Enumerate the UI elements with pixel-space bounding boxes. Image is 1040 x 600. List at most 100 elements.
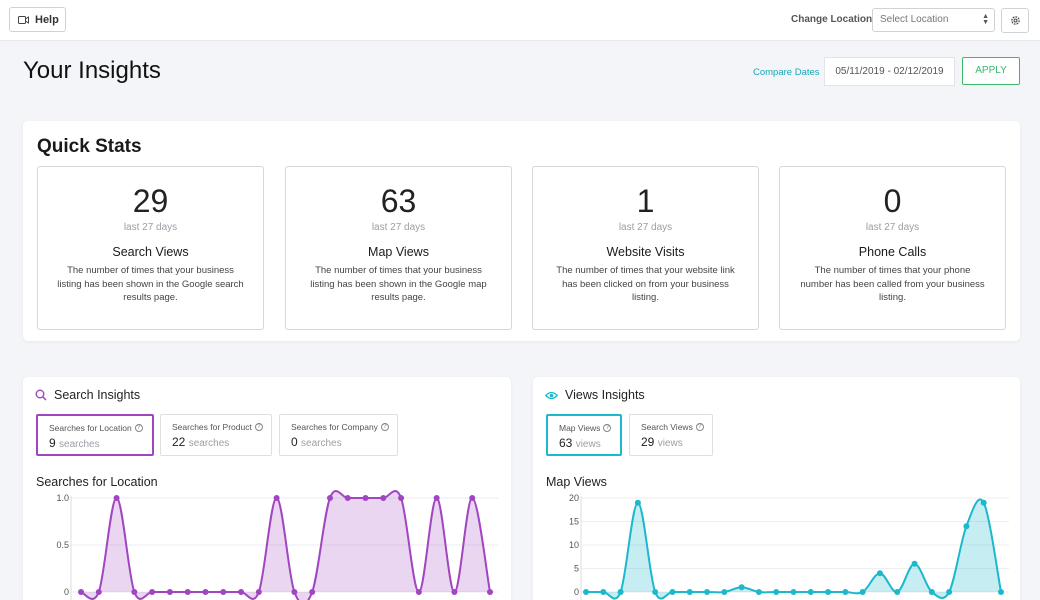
data-point[interactable] — [95, 589, 102, 595]
data-point[interactable] — [415, 589, 422, 595]
stat-card-phone-calls: 0 last 27 days Phone Calls The number of… — [779, 166, 1006, 330]
data-point[interactable] — [220, 589, 227, 595]
data-point[interactable] — [790, 589, 797, 595]
chart-title: Searches for Location — [36, 475, 158, 489]
y-tick-label: 15 — [569, 517, 579, 527]
data-point[interactable] — [149, 589, 156, 595]
data-point[interactable] — [273, 495, 280, 501]
quick-stats-card: Quick Stats 29 last 27 days Search Views… — [23, 121, 1020, 341]
views-insights-title: Views Insights — [565, 388, 645, 402]
data-point[interactable] — [652, 589, 659, 595]
search-insights-title: Search Insights — [54, 388, 141, 402]
stat-description: The number of times that your business l… — [310, 265, 487, 303]
stat-card-website-visits: 1 last 27 days Website Visits The number… — [532, 166, 759, 330]
tab-label: Searches for Location? — [49, 423, 152, 433]
data-point[interactable] — [131, 589, 138, 595]
apply-button[interactable]: APPLY — [962, 57, 1020, 85]
stat-period: last 27 days — [618, 222, 673, 233]
search-icon — [35, 389, 47, 401]
data-point[interactable] — [380, 495, 387, 501]
tab-searches-for-location[interactable]: Searches for Location? 9 searches — [36, 414, 154, 456]
data-point[interactable] — [859, 589, 866, 595]
data-point[interactable] — [583, 589, 589, 595]
data-point[interactable] — [825, 589, 832, 595]
data-point[interactable] — [398, 495, 405, 501]
y-tick-label: 10 — [569, 540, 579, 550]
data-point[interactable] — [946, 589, 953, 595]
help-circle-icon: ? — [695, 423, 704, 431]
stat-value: 63 — [380, 183, 417, 219]
select-arrows-icon: ▲ ▼ — [982, 13, 989, 26]
stat-value: 0 — [883, 183, 902, 219]
data-point[interactable] — [362, 495, 369, 501]
data-point[interactable] — [911, 560, 918, 567]
data-point[interactable] — [894, 589, 901, 595]
help-circle-icon: ? — [134, 424, 143, 432]
stat-description: The number of times that your business l… — [57, 265, 244, 303]
quick-stats-title: Quick Stats — [37, 136, 142, 157]
data-point[interactable] — [686, 589, 693, 595]
eye-icon — [545, 391, 558, 399]
data-point[interactable] — [309, 589, 316, 595]
help-circle-icon: ? — [380, 423, 389, 431]
tab-label: Search Views? — [641, 422, 712, 432]
data-point[interactable] — [113, 495, 120, 501]
data-point[interactable] — [344, 495, 351, 501]
tab-label: Searches for Company? — [291, 422, 397, 432]
data-point[interactable] — [963, 523, 970, 530]
searches-for-location-chart: 0 0.5 1.0 — [56, 490, 498, 600]
data-point[interactable] — [166, 589, 173, 595]
data-point[interactable] — [184, 589, 191, 595]
stat-label: Phone Calls — [858, 245, 927, 259]
tab-label: Searches for Product? — [172, 422, 271, 432]
settings-button[interactable] — [1001, 8, 1029, 33]
y-tick-label: 0.5 — [56, 540, 69, 550]
stat-description: The number of times that your phone numb… — [800, 265, 985, 303]
data-point[interactable] — [928, 589, 935, 595]
data-point[interactable] — [755, 589, 762, 595]
help-circle-icon: ? — [254, 423, 263, 431]
data-point[interactable] — [980, 499, 987, 506]
data-point[interactable] — [669, 589, 676, 595]
stat-label: Website Visits — [606, 245, 685, 259]
data-point[interactable] — [998, 589, 1004, 595]
data-point[interactable] — [704, 589, 711, 595]
location-select-placeholder: Select Location — [880, 14, 949, 25]
data-point[interactable] — [326, 495, 333, 501]
help-button[interactable]: Help — [9, 7, 66, 32]
compare-dates-link[interactable]: Compare Dates — [753, 67, 820, 78]
views-insights-header: Views Insights — [545, 388, 645, 402]
data-point[interactable] — [469, 495, 476, 501]
data-point[interactable] — [807, 589, 814, 595]
data-point[interactable] — [634, 499, 641, 506]
tab-value: 0 searches — [291, 435, 342, 449]
data-point[interactable] — [738, 584, 745, 591]
date-range-input[interactable]: 05/11/2019 - 02/12/2019 — [824, 57, 955, 86]
data-point[interactable] — [876, 570, 883, 577]
tab-map-views[interactable]: Map Views? 63 views — [546, 414, 622, 456]
data-point[interactable] — [451, 589, 458, 595]
data-point[interactable] — [773, 589, 780, 595]
data-point[interactable] — [238, 589, 245, 595]
tab-searches-for-company[interactable]: Searches for Company? 0 searches — [279, 414, 398, 456]
search-insights-card: Search Insights Searches for Location? 9… — [23, 377, 511, 600]
search-insights-header: Search Insights — [35, 388, 140, 402]
data-point[interactable] — [255, 589, 262, 595]
stat-period: last 27 days — [123, 222, 178, 233]
data-point[interactable] — [78, 589, 84, 595]
data-point[interactable] — [721, 589, 728, 595]
data-point[interactable] — [600, 589, 607, 595]
series-area — [586, 499, 1001, 599]
tab-search-views[interactable]: Search Views? 29 views — [629, 414, 713, 456]
tab-searches-for-product[interactable]: Searches for Product? 22 searches — [160, 414, 272, 456]
y-tick-label: 0 — [64, 587, 69, 597]
stat-label: Map Views — [368, 245, 429, 259]
views-insights-card: Views Insights Map Views? 63 views Searc… — [533, 377, 1020, 600]
data-point[interactable] — [202, 589, 209, 595]
data-point[interactable] — [291, 589, 298, 595]
data-point[interactable] — [842, 589, 849, 595]
location-select[interactable]: Select Location ▲ ▼ — [872, 8, 995, 32]
data-point[interactable] — [433, 495, 440, 501]
data-point[interactable] — [487, 589, 493, 595]
data-point[interactable] — [617, 589, 624, 595]
